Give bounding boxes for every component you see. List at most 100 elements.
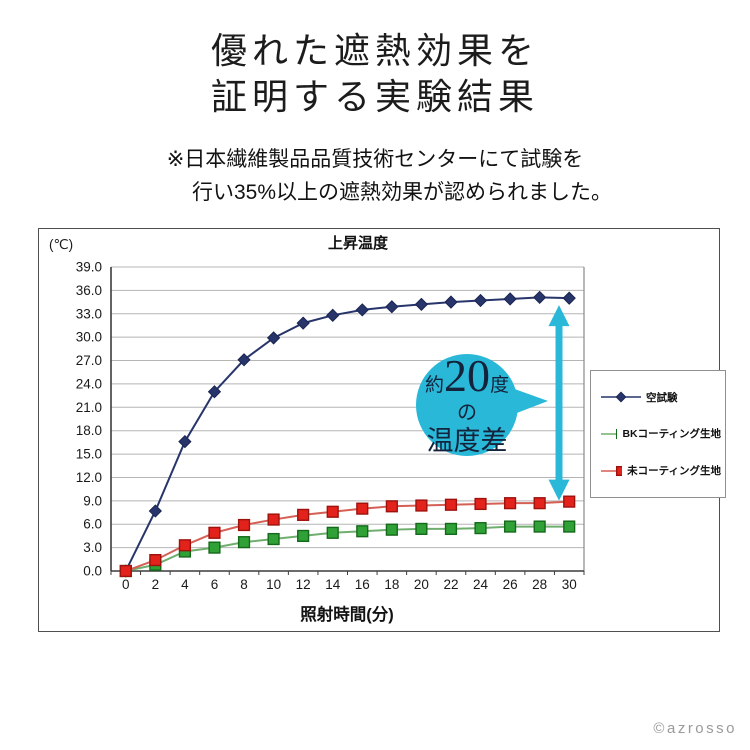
data-point [266, 331, 281, 345]
data-point [267, 532, 280, 546]
annotation-line1: 約20度 [425, 350, 509, 401]
blank-test-marker-icon [601, 391, 641, 403]
chart-legend: 空試験 BKコーティング生地 未コーティング生地 [590, 370, 726, 498]
data-point [444, 295, 458, 309]
legend-item-blank-test: 空試験 [601, 390, 721, 405]
chart-text: 36.0 [76, 283, 102, 298]
data-point [474, 522, 487, 535]
data-point [415, 499, 428, 512]
data-point [415, 522, 428, 536]
chart-text: 16 [355, 577, 370, 592]
chart-text: 4 [181, 577, 189, 592]
data-point [444, 522, 458, 536]
data-point [533, 497, 546, 510]
data-point [178, 434, 192, 449]
chart-text: 28 [532, 577, 547, 592]
chart-text: 30 [562, 577, 577, 592]
chart-text: 12 [296, 577, 311, 592]
chart-text: 14 [325, 577, 341, 592]
data-point [119, 564, 132, 578]
page-subtitle-line2: 行い35%以上の遮熱効果が認められました。 [191, 181, 613, 204]
data-point [503, 497, 517, 510]
bubble-tail [509, 387, 548, 416]
chart-text: 30.0 [76, 330, 102, 345]
page-title-line2: 証明する実験結果 [210, 77, 539, 117]
chart-text: 0 [122, 577, 130, 592]
chart-text: 0.0 [83, 564, 102, 579]
chart-text: 33.0 [76, 306, 102, 321]
data-point [149, 553, 162, 567]
data-point [444, 498, 458, 511]
data-point [326, 308, 340, 322]
data-point [474, 497, 487, 511]
chart-text: 3.0 [83, 540, 102, 555]
data-point [385, 523, 398, 536]
series-line-0 [124, 296, 570, 572]
data-point [503, 292, 517, 306]
chart-text: (℃) [49, 237, 73, 252]
chart-text: 15.0 [76, 447, 102, 462]
data-point [267, 513, 280, 526]
chart-text: 22 [443, 577, 458, 592]
chart-text: 27.0 [76, 353, 102, 368]
arrow-up-icon [548, 305, 570, 327]
data-point [356, 502, 369, 515]
series-line-2 [125, 500, 570, 572]
data-point [237, 536, 251, 549]
annotation-line2: の [457, 402, 477, 424]
data-point [208, 541, 221, 554]
chart-text: 18 [384, 577, 399, 592]
data-point [615, 465, 623, 476]
data-point [533, 520, 546, 533]
legend-label: BKコーティング生地 [622, 428, 721, 441]
data-point [503, 520, 517, 533]
uncoated-marker-icon [601, 465, 623, 476]
data-point [326, 526, 339, 539]
data-point [615, 391, 627, 403]
bk-coating-marker-icon [601, 428, 618, 440]
arrow-down-icon [548, 479, 570, 501]
data-point [326, 505, 339, 518]
legend-label: 空試験 [646, 391, 678, 404]
annotation-line3: 温度差 [427, 426, 508, 456]
data-point [297, 508, 310, 521]
chart-text: 上昇温度 [328, 234, 389, 252]
chart-text: 39.0 [76, 260, 102, 275]
data-point [356, 525, 369, 538]
data-point [237, 518, 251, 532]
chart-text: 6.0 [83, 517, 102, 532]
temperature-chart-frame: 0.0 3.0 6.0 9.0 12.0 15.0 18.0 21.0 24.0 27.0 30.0… [38, 228, 726, 632]
data-point [207, 385, 222, 399]
page-title: 優れた遮熱効果を 証明する実験結果 [0, 28, 750, 120]
chart-text: 8 [240, 577, 248, 592]
series-line-1 [125, 525, 570, 572]
data-point [296, 316, 310, 330]
legend-item-uncoated: 未コーティング生地 [601, 463, 721, 478]
data-point [178, 539, 192, 552]
chart-text: 26 [503, 577, 518, 592]
page-title-line1: 優れた遮熱効果を [210, 31, 539, 71]
legend-item-bk-coating: BKコーティング生地 [601, 426, 721, 441]
chart-text: 10 [266, 577, 281, 592]
chart-text: 12.0 [76, 470, 102, 485]
data-point [563, 520, 576, 533]
data-point [208, 526, 221, 539]
chart-text: 照射時間(分) [300, 604, 394, 624]
data-point [385, 500, 398, 513]
data-point [297, 529, 310, 543]
data-point [533, 290, 547, 305]
data-point [355, 303, 369, 317]
data-point [615, 428, 618, 440]
data-point [414, 297, 429, 312]
data-point [385, 300, 399, 314]
annotation-bubble [416, 354, 518, 456]
data-point [237, 353, 251, 367]
page-subtitle-line1: ※日本繊維製品品質技術センターにて試験を [166, 148, 584, 171]
chart-text: 20 [414, 577, 429, 592]
difference-arrow-shaft [555, 322, 563, 484]
legend-label: 未コーティング生地 [627, 465, 721, 478]
watermark: ©azrosso [653, 720, 737, 737]
page-subtitle: ※日本繊維製品品質技術センターにて試験を 行い35%以上の遮熱効果が認められまし… [0, 143, 750, 209]
chart-text: 2 [152, 577, 160, 592]
